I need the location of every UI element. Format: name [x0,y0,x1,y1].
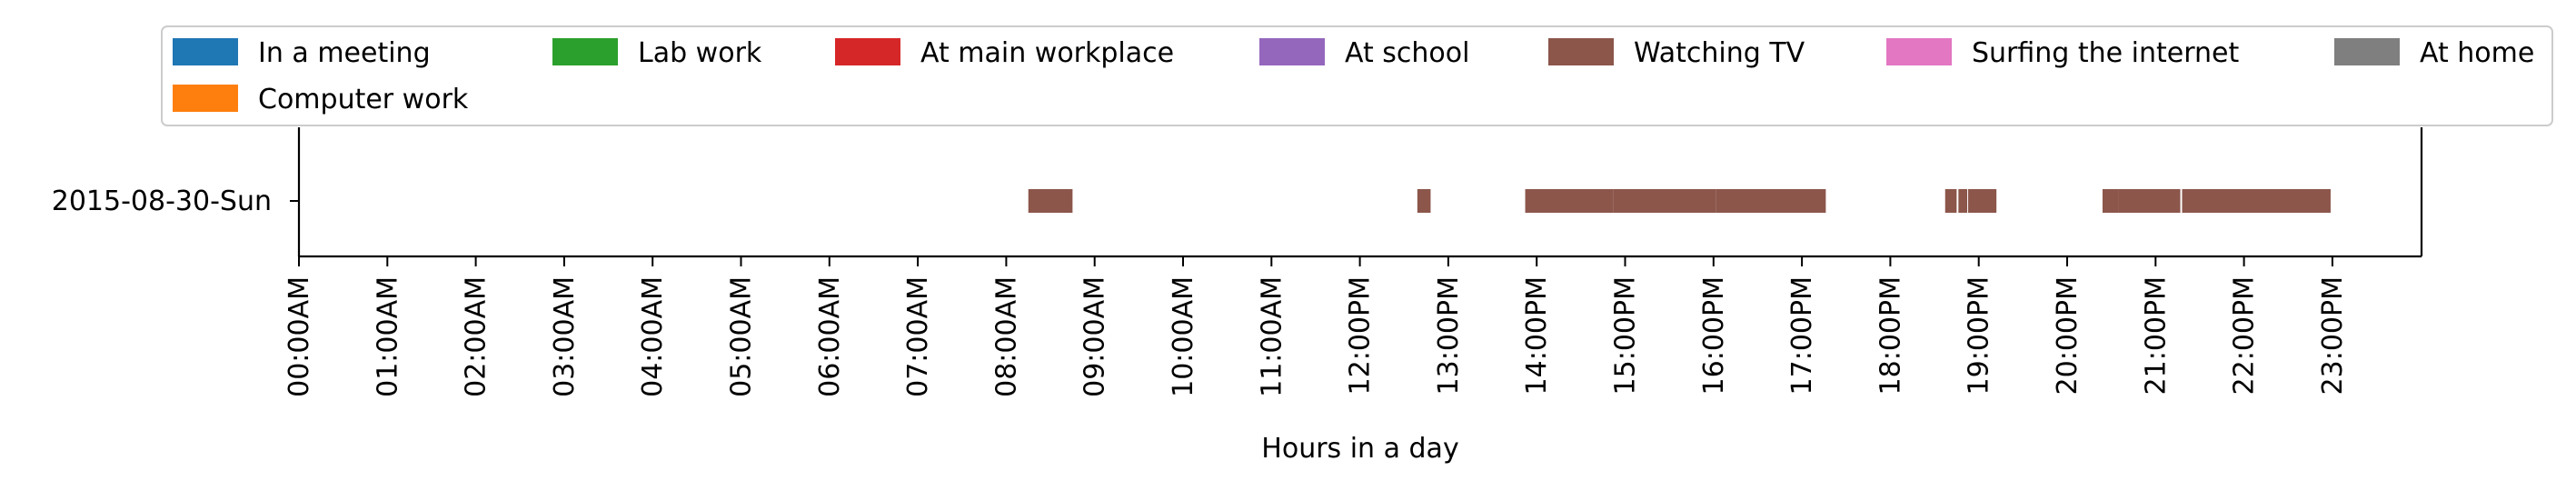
x-tick-label: 18:00PM [1875,276,1906,395]
activity-bar [1028,189,1073,213]
activity-bar [2182,189,2331,213]
legend-label: At school [1345,37,1469,69]
x-tick-label: 16:00PM [1698,276,1730,395]
legend-item: Computer work [173,84,469,115]
legend-swatch [2334,38,2400,65]
x-tick-label: 10:00AM [1168,276,1199,397]
legend-swatch [173,85,238,112]
legend-item: In a meeting [173,37,431,69]
activity-bar [1417,189,1431,213]
legend-item: Surfing the internet [1886,37,2239,69]
legend-item: Lab work [552,37,762,69]
legend-swatch [1548,38,1614,65]
x-tick-label: 06:00AM [814,276,846,397]
x-tick-label: 15:00PM [1610,276,1642,395]
x-tick-label: 12:00PM [1345,276,1377,395]
x-tick-label: 08:00AM [990,276,1022,397]
legend-frame [161,25,2553,126]
legend-swatch [1886,38,1952,65]
legend-item: At school [1259,37,1469,69]
y-tick-label: 2015-08-30-Sun [52,185,272,217]
axes: 2015-08-30-Sun 00:00AM 01:00AM 02:00AM 03:00… [52,127,2423,397]
activity-bar [2102,189,2119,213]
activity-bar [2118,189,2181,213]
plot-area [1028,189,2331,213]
activity-bar [1525,189,1614,213]
legend-swatch [552,38,618,65]
legend-item: Watching TV [1548,37,1805,69]
activity-bar [1958,189,1968,213]
legend-label: Surfing the internet [1972,37,2239,69]
x-tick-label: 03:00AM [549,276,581,397]
legend-label: Watching TV [1634,37,1805,69]
x-tick-label: 13:00PM [1433,276,1465,395]
x-tick-label: 14:00PM [1521,276,1553,395]
legend-swatch [1259,38,1325,65]
legend-label: Computer work [258,84,469,115]
x-tick-label: 07:00AM [902,276,934,397]
x-tick-label: 01:00AM [372,276,403,397]
legend: In a meeting Lab work At main workplace At … [161,25,2553,126]
x-tick-label: 04:00AM [637,276,669,397]
x-tick-label: 00:00AM [283,276,315,397]
activity-bar [1944,189,1957,213]
legend-item: At main workplace [835,37,1174,69]
legend-swatch [173,38,238,65]
legend-label: At main workplace [920,37,1174,69]
x-tick-label: 05:00AM [726,276,758,397]
legend-swatch [835,38,900,65]
x-tick-label: 11:00AM [1256,276,1288,397]
legend-label: At home [2420,37,2534,69]
x-tick-label: 22:00PM [2229,276,2261,395]
x-tick-label: 02:00AM [461,276,492,397]
x-tick-label: 09:00AM [1079,276,1111,397]
x-tick-label: 19:00PM [1964,276,1995,395]
x-axis-label: Hours in a day [1261,433,1458,465]
legend-label: Lab work [638,37,762,69]
activity-bar [1613,189,1716,213]
activity-bar [1716,189,1826,213]
legend-item: At home [2334,37,2534,69]
legend-label: In a meeting [258,37,431,69]
x-tick-label: 17:00PM [1786,276,1818,395]
x-tick-label: 23:00PM [2317,276,2349,395]
x-tick-label: 21:00PM [2140,276,2172,395]
x-tick-label: 20:00PM [2052,276,2084,395]
activity-bar [1968,189,1997,213]
